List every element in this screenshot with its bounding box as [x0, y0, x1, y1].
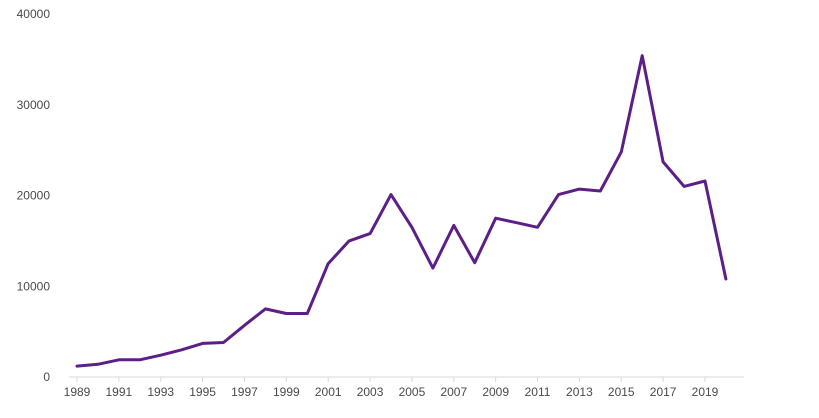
series-layer	[75, 54, 728, 368]
y-tick-label: 20000	[17, 189, 51, 203]
x-tick-label: 2011	[525, 385, 551, 399]
y-tick-label: 10000	[17, 279, 51, 293]
x-tick-label: 2017	[650, 385, 677, 399]
x-tick-label: 1995	[189, 385, 216, 399]
x-tick-label: 1993	[147, 385, 174, 399]
x-tick-label: 2005	[399, 385, 426, 399]
y-tick-label: 0	[43, 370, 50, 384]
x-tick-label: 1997	[231, 385, 258, 399]
series-line	[75, 54, 728, 368]
x-tick-label: 2003	[357, 385, 384, 399]
x-tick-label: 2009	[482, 385, 509, 399]
x-tick-label: 1991	[106, 385, 133, 399]
y-tick-label: 40000	[17, 7, 51, 21]
x-axis	[69, 376, 744, 382]
x-tick-label: 2007	[440, 385, 467, 399]
x-tick-label: 2015	[608, 385, 635, 399]
x-tick-label: 1989	[64, 385, 91, 399]
x-tick-label: 1999	[273, 385, 300, 399]
y-tick-label: 30000	[17, 98, 51, 112]
x-tick-label: 2013	[566, 385, 593, 399]
x-axis-tick-labels: 1989 1991 1993 1995 1997 1999 2001 2003 2005 2007…	[64, 385, 719, 399]
x-tick-label: 2001	[315, 385, 342, 399]
y-axis-tick-labels: 0 10000 20000 30000 40000	[17, 7, 51, 384]
x-tick-label: 2019	[692, 385, 719, 399]
